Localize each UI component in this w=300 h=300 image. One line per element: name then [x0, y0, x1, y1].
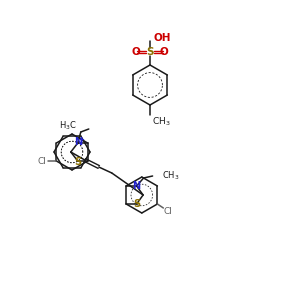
Text: N: N — [74, 137, 82, 147]
Text: CH$_3$: CH$_3$ — [162, 170, 179, 182]
Text: S: S — [146, 47, 154, 57]
Text: OH: OH — [153, 33, 170, 43]
Text: Cl: Cl — [164, 206, 173, 215]
Text: S: S — [74, 157, 81, 167]
Text: CH$_3$: CH$_3$ — [152, 116, 171, 128]
Text: Cl: Cl — [38, 157, 47, 166]
Text: N: N — [133, 181, 141, 191]
Text: H$_3$C: H$_3$C — [59, 120, 77, 132]
Text: O: O — [132, 47, 140, 57]
Text: S: S — [133, 199, 140, 209]
Text: +: + — [78, 136, 84, 142]
Text: O: O — [160, 47, 168, 57]
